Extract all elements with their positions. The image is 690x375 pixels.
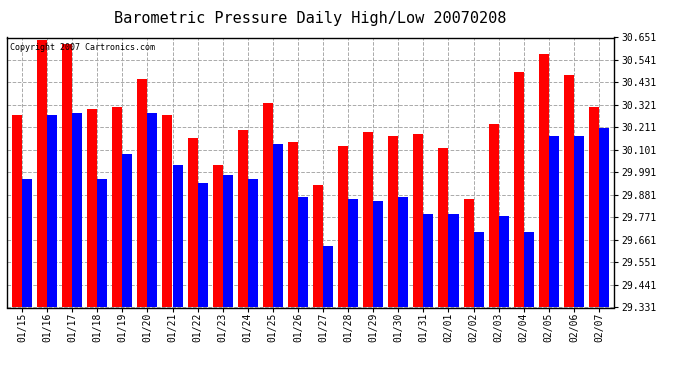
Bar	[238, 130, 248, 308]
Bar	[137, 79, 148, 308]
Bar	[363, 132, 373, 308]
Bar	[213, 165, 223, 308]
Bar	[37, 40, 47, 308]
Bar	[549, 136, 559, 308]
Bar	[248, 179, 258, 308]
Bar	[162, 116, 172, 308]
Bar	[273, 144, 283, 308]
Bar	[122, 154, 132, 308]
Bar	[323, 246, 333, 308]
Bar	[373, 201, 383, 308]
Bar	[499, 216, 509, 308]
Bar	[348, 199, 358, 308]
Bar	[22, 179, 32, 308]
Bar	[464, 199, 473, 308]
Bar	[197, 183, 208, 308]
Bar	[564, 75, 574, 308]
Bar	[574, 136, 584, 308]
Bar	[489, 124, 499, 308]
Bar	[599, 128, 609, 308]
Bar	[448, 214, 459, 308]
Bar	[524, 232, 534, 308]
Bar	[338, 146, 348, 308]
Bar	[438, 148, 449, 308]
Bar	[223, 175, 233, 308]
Bar	[398, 197, 408, 308]
Bar	[62, 44, 72, 308]
Bar	[413, 134, 424, 308]
Bar	[72, 113, 82, 308]
Text: Barometric Pressure Daily High/Low 20070208: Barometric Pressure Daily High/Low 20070…	[115, 11, 506, 26]
Bar	[148, 113, 157, 308]
Bar	[388, 136, 398, 308]
Bar	[589, 107, 599, 308]
Text: Copyright 2007 Cartronics.com: Copyright 2007 Cartronics.com	[10, 43, 155, 52]
Bar	[539, 54, 549, 307]
Bar	[424, 214, 433, 308]
Bar	[514, 72, 524, 308]
Bar	[473, 232, 484, 308]
Bar	[87, 109, 97, 307]
Bar	[263, 103, 273, 308]
Bar	[288, 142, 298, 308]
Bar	[172, 165, 183, 308]
Bar	[97, 179, 107, 308]
Bar	[313, 185, 323, 308]
Bar	[298, 197, 308, 308]
Bar	[188, 138, 197, 308]
Bar	[112, 107, 122, 308]
Bar	[47, 116, 57, 308]
Bar	[12, 116, 22, 308]
